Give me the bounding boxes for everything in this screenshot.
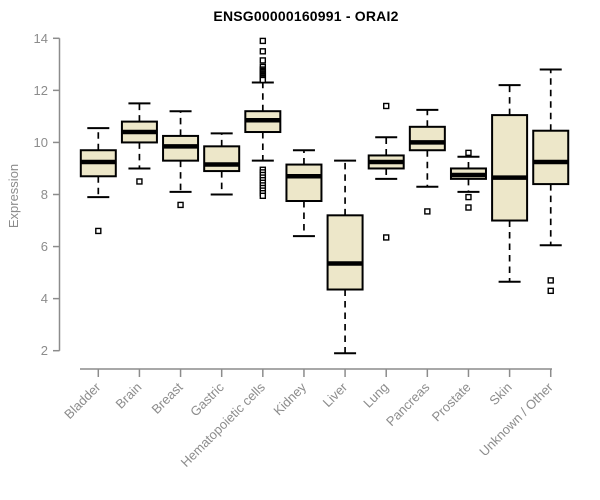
outlier-hematopoietic-cells-0 xyxy=(259,37,267,45)
x-tick-label-gastric: Gastric xyxy=(187,379,227,419)
outlier-bladder-0 xyxy=(95,227,102,235)
y-tick-label-6: 6 xyxy=(41,239,48,254)
x-tick-label-breast: Breast xyxy=(149,379,186,416)
outlier-prostate-2 xyxy=(465,204,472,211)
outlier-unknown-other-0 xyxy=(547,277,554,284)
box-skin xyxy=(491,114,529,222)
x-tick-label-lung: Lung xyxy=(360,380,391,411)
box-unknown-other xyxy=(532,129,570,186)
outlier-hematopoietic-cells-2 xyxy=(259,57,267,64)
box-pancreas xyxy=(408,125,446,152)
outlier-prostate-0 xyxy=(465,149,472,157)
y-tick-label-8: 8 xyxy=(41,187,48,202)
y-tick-label-2: 2 xyxy=(41,343,48,358)
outlier-hematopoietic-cells-1 xyxy=(259,48,267,55)
outlier-hematopoietic-cells-23 xyxy=(259,192,267,199)
box-liver xyxy=(326,214,364,291)
outlier-lung-0 xyxy=(383,102,390,110)
outlier-pancreas-0 xyxy=(424,208,431,215)
outlier-prostate-1 xyxy=(465,193,472,201)
box-gastric xyxy=(203,145,241,173)
outlier-unknown-other-1 xyxy=(547,287,554,295)
y-tick-label-10: 10 xyxy=(34,135,48,150)
y-tick-label-4: 4 xyxy=(41,291,48,306)
y-tick-label-12: 12 xyxy=(34,83,48,98)
y-tick-label-14: 14 xyxy=(34,31,48,46)
x-tick-label-unknown-other: Unknown / Other xyxy=(476,379,556,459)
x-tick-label-brain: Brain xyxy=(112,380,144,412)
x-tick-label-pancreas: Pancreas xyxy=(383,379,433,429)
x-tick-label-prostate: Prostate xyxy=(429,380,474,425)
x-tick-label-skin: Skin xyxy=(486,380,514,408)
outlier-brain-0 xyxy=(136,178,143,185)
box-kidney xyxy=(285,163,323,203)
x-tick-label-bladder: Bladder xyxy=(61,379,104,422)
outlier-lung-1 xyxy=(383,234,390,241)
x-tick-label-liver: Liver xyxy=(320,379,351,410)
outlier-hematopoietic-cells-12 xyxy=(259,76,267,84)
chart-title: ENSG00000160991 - ORAI2 xyxy=(213,8,399,24)
outlier-breast-0 xyxy=(177,201,184,209)
x-tick-label-kidney: Kidney xyxy=(270,379,309,418)
